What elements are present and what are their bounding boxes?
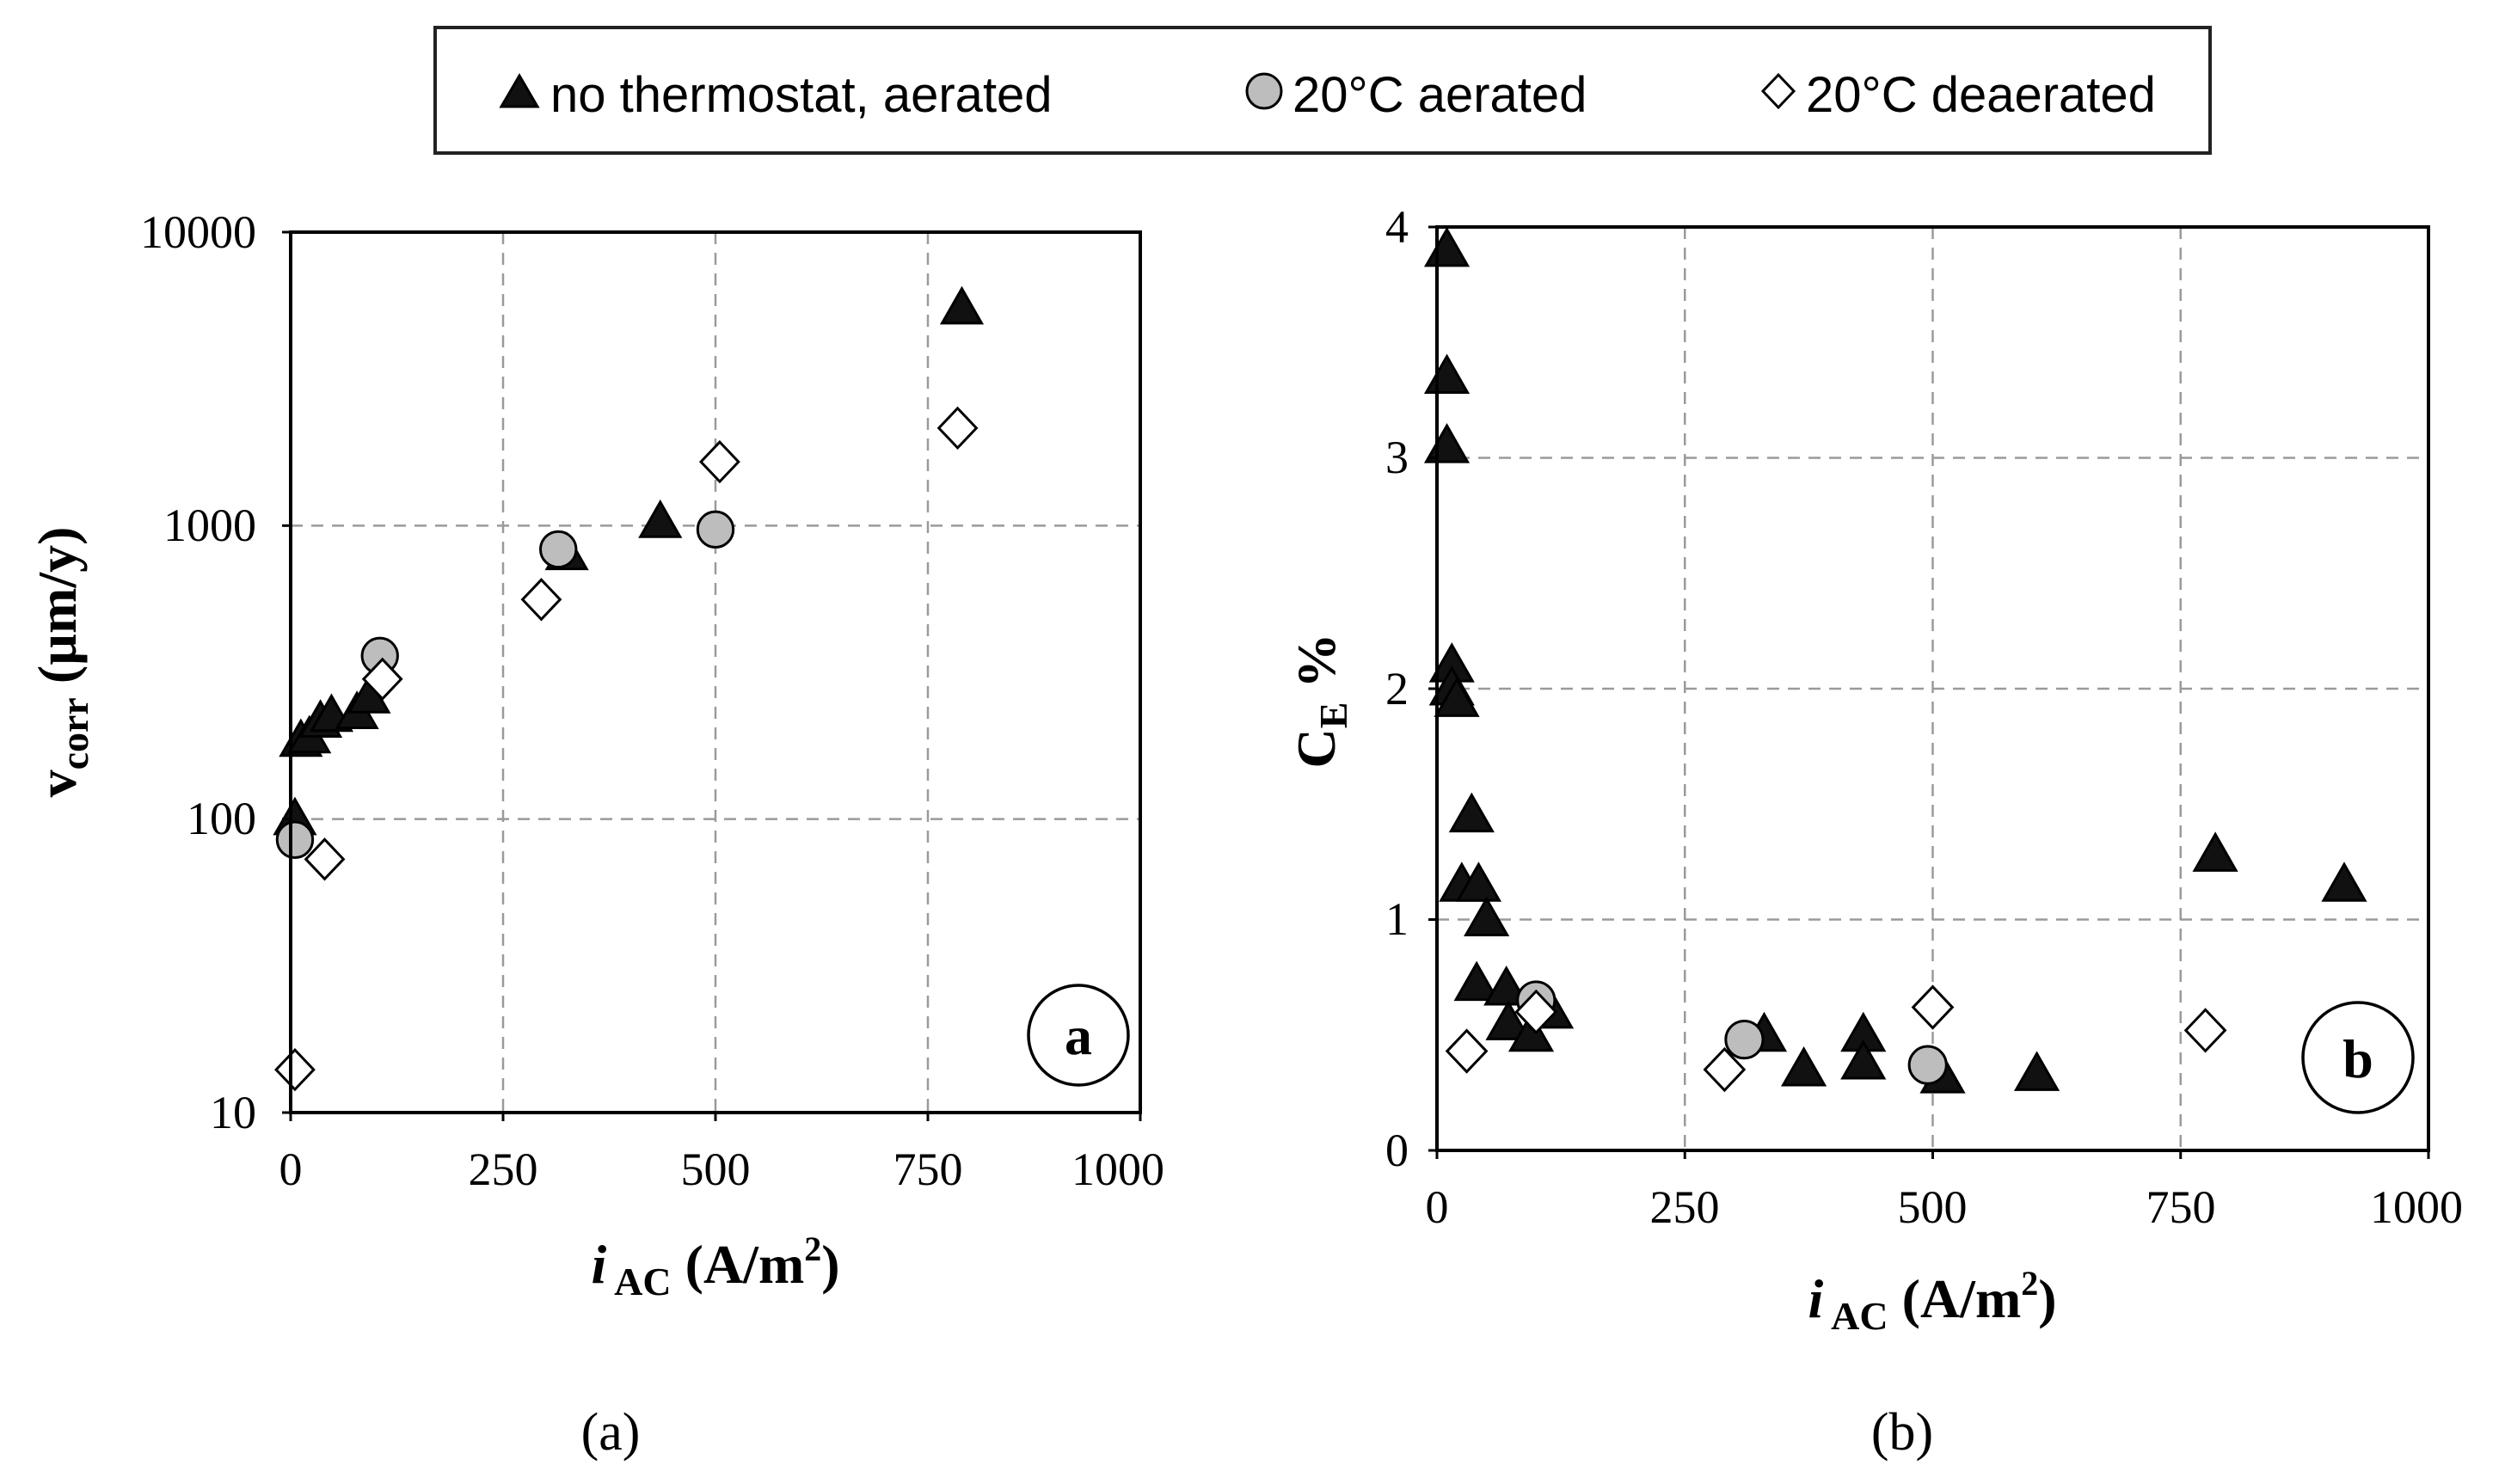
data-point-nothermo <box>1840 1039 1887 1080</box>
data-point-aerated <box>1724 1020 1765 1060</box>
data-point-deaerated <box>274 1047 316 1092</box>
legend-label-nothermo: no thermostat, aerated <box>550 67 1053 123</box>
data-point-nothermo <box>2013 1051 2060 1091</box>
x-tick-label: 750 <box>2146 1181 2216 1233</box>
ticks-a <box>282 230 1142 1121</box>
x-tick-label: 500 <box>1898 1181 1968 1233</box>
legend-entry-deaerated: 20°C deaerated <box>1760 67 2156 123</box>
legend-entry-nothermo: no thermostat, aerated <box>499 67 1053 123</box>
markers-b <box>1423 226 2367 1094</box>
badge-circle <box>2301 1001 2415 1114</box>
y-tick-label: 1000 <box>163 500 256 551</box>
data-point-nothermo <box>1448 792 1495 833</box>
data-point-deaerated <box>1911 984 1955 1030</box>
panel-b: 0 1 2 3 4 0 250 500 750 1000 CE % i AC (… <box>1286 201 2463 1462</box>
panel-badge-a: a <box>1027 984 1130 1087</box>
x-tick-label: 500 <box>681 1144 751 1195</box>
data-point-deaerated <box>936 406 979 451</box>
legend-diamond-marker <box>1760 72 1796 110</box>
markers-a <box>273 285 985 1092</box>
legend-triangle-marker <box>499 73 540 108</box>
data-point-aerated <box>539 530 578 569</box>
grid-b <box>1437 227 2428 1150</box>
x-tick-label: 0 <box>279 1144 303 1195</box>
data-point-nothermo <box>939 285 985 325</box>
y-tick-label: 10000 <box>140 206 256 258</box>
y-tick-labels-b: 0 1 2 3 4 <box>1385 201 1409 1176</box>
x-tick-label: 250 <box>469 1144 538 1195</box>
x-tick-labels-a: 0 250 500 750 1000 <box>279 1144 1165 1195</box>
subcaption-b: (b) <box>1871 1403 1933 1462</box>
data-point-deaerated <box>2183 1008 2227 1053</box>
x-axis-label-a: i AC (A/m2) <box>591 1230 839 1303</box>
y-tick-label: 2 <box>1385 663 1409 714</box>
data-point-aerated <box>1907 1045 1948 1085</box>
subcaption-a: (a) <box>581 1403 641 1462</box>
badge-letter: a <box>1065 1005 1092 1066</box>
data-point-nothermo <box>1453 960 1500 1002</box>
data-point-nothermo <box>638 499 683 538</box>
data-point-nothermo <box>1507 1011 1555 1052</box>
panel-a: 10 100 1000 10000 0 250 500 750 1000 vco… <box>27 206 1164 1462</box>
data-point-deaerated <box>1703 1046 1747 1093</box>
y-tick-label: 100 <box>187 793 256 844</box>
data-point-deaerated <box>699 439 740 484</box>
y-tick-label: 3 <box>1385 432 1409 483</box>
legend: no thermostat, aerated 20°C aerated 20°C… <box>433 26 2212 155</box>
x-tick-label: 250 <box>1650 1181 1720 1233</box>
y-axis-label-a: vcorr (µm/y) <box>27 527 96 798</box>
x-tick-label: 750 <box>893 1144 963 1195</box>
badge-circle <box>1027 984 1130 1087</box>
x-tick-label: 1000 <box>1071 1144 1164 1195</box>
data-point-nothermo <box>1781 1046 1827 1087</box>
badge-letter: b <box>2342 1028 2373 1089</box>
data-point-nothermo <box>1455 862 1502 902</box>
data-point-aerated <box>275 820 315 859</box>
data-point-nothermo <box>1434 677 1480 717</box>
legend-box <box>433 26 2212 155</box>
legend-entry-aerated: 20°C aerated <box>1245 67 1587 123</box>
data-point-deaerated <box>1514 989 1558 1035</box>
y-tick-label: 0 <box>1385 1125 1409 1176</box>
ticks-b <box>1428 225 2430 1159</box>
data-point-deaerated <box>361 657 403 701</box>
x-axis-label-b: i AC (A/m2) <box>1808 1264 2056 1338</box>
data-point-deaerated <box>520 578 562 622</box>
legend-label-deaerated: 20°C deaerated <box>1806 67 2156 123</box>
data-point-deaerated <box>1445 1028 1489 1074</box>
data-point-aerated <box>696 510 735 549</box>
x-tick-label: 1000 <box>2370 1181 2463 1233</box>
grid-a <box>291 232 1140 1113</box>
data-point-nothermo <box>2321 862 2367 902</box>
data-point-nothermo <box>2192 831 2238 872</box>
legend-circle-marker <box>1245 72 1283 110</box>
data-point-nothermo <box>1485 1000 1532 1040</box>
panel-badge-b: b <box>2301 1001 2415 1114</box>
y-tick-label: 1 <box>1385 893 1409 945</box>
y-tick-label: 10 <box>210 1087 256 1138</box>
y-tick-labels-a: 10 100 1000 10000 <box>140 206 256 1138</box>
x-tick-label: 0 <box>1426 1181 1449 1233</box>
legend-label-aerated: 20°C aerated <box>1292 67 1587 123</box>
y-axis-label-b: CE % <box>1286 634 1355 769</box>
data-point-nothermo <box>1464 896 1510 936</box>
y-tick-label: 4 <box>1385 201 1409 253</box>
x-tick-labels-b: 0 250 500 750 1000 <box>1426 1181 2464 1233</box>
data-point-deaerated <box>304 837 346 881</box>
